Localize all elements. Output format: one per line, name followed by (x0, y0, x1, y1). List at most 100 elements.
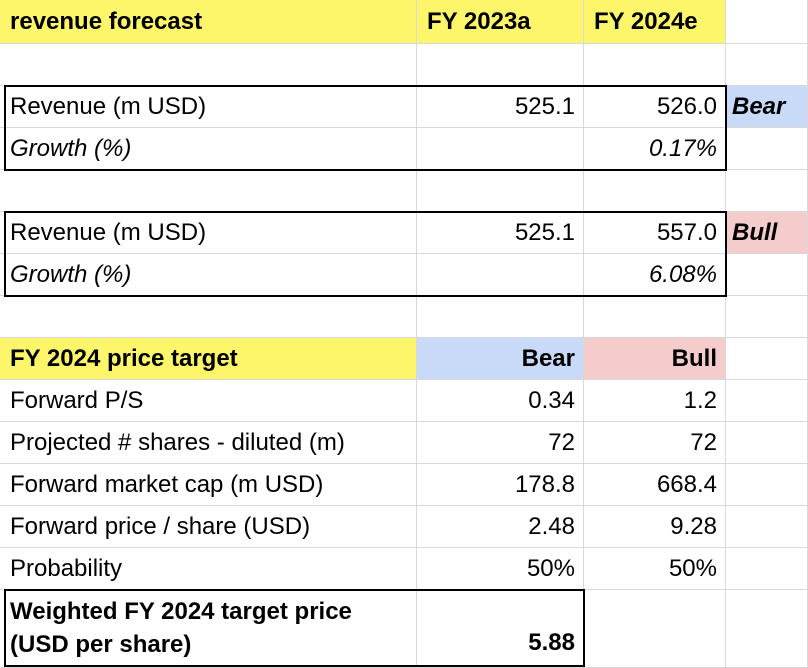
metric-label-cell[interactable]: Forward market cap (m USD) (0, 464, 417, 506)
bull-growth-row: Growth (%) 6.08% (0, 254, 808, 296)
empty-cell[interactable] (417, 296, 584, 338)
price-target-title: FY 2024 price target (10, 344, 238, 372)
empty-cell[interactable] (726, 590, 808, 668)
bear-revenue-2023: 525.1 (514, 92, 575, 120)
bear-revenue-row: Revenue (m USD) 525.1 526.0 Bear (0, 86, 808, 128)
bull-revenue-2024-cell[interactable]: 557.0 (584, 212, 726, 254)
header-fy2023-cell[interactable]: FY 2023a (417, 0, 584, 44)
bull-revenue-label: Revenue (m USD) (10, 218, 207, 246)
bear-revenue-label: Revenue (m USD) (10, 92, 207, 120)
bear-scenario-cell[interactable]: Bear (726, 86, 808, 128)
empty-cell[interactable] (417, 44, 584, 86)
bear-growth-2024: 0.17% (648, 134, 717, 162)
bear-scenario-label: Bear (732, 92, 786, 120)
bear-growth-2024-cell[interactable]: 0.17% (584, 128, 726, 170)
header-row: revenue forecast FY 2023a FY 2024e (0, 0, 808, 44)
bear-growth-row: Growth (%) 0.17% (0, 128, 808, 170)
empty-cell[interactable] (726, 296, 808, 338)
empty-cell[interactable] (726, 170, 808, 212)
price-target-bear-header: Bear (521, 344, 575, 372)
bull-revenue-2023: 525.1 (514, 218, 575, 246)
empty-cell[interactable] (726, 548, 808, 590)
bear-revenue-2024: 526.0 (656, 92, 717, 120)
bull-revenue-label-cell[interactable]: Revenue (m USD) (0, 212, 417, 254)
metric-label: Projected # shares - diluted (m) (10, 428, 345, 456)
bull-growth-label: Growth (%) (10, 260, 132, 288)
metric-bear-cell[interactable]: 178.8 (417, 464, 584, 506)
empty-row (0, 44, 808, 86)
metric-bear-value: 2.48 (528, 512, 575, 540)
empty-cell[interactable] (726, 506, 808, 548)
empty-cell[interactable] (726, 422, 808, 464)
metric-label: Forward market cap (m USD) (10, 470, 324, 498)
empty-cell[interactable] (726, 254, 808, 296)
metric-bear-cell[interactable]: 2.48 (417, 506, 584, 548)
empty-cell[interactable] (0, 170, 417, 212)
metric-bull-cell[interactable]: 72 (584, 422, 726, 464)
metric-bull-value: 9.28 (670, 512, 717, 540)
empty-cell[interactable] (726, 0, 808, 44)
metric-label-cell[interactable]: Forward P/S (0, 380, 417, 422)
weighted-target-value: 5.88 (528, 629, 575, 656)
empty-cell[interactable] (726, 464, 808, 506)
empty-cell[interactable] (726, 44, 808, 86)
empty-cell[interactable] (584, 170, 726, 212)
metric-label-cell[interactable]: Forward price / share (USD) (0, 506, 417, 548)
metric-bull-value: 668.4 (656, 470, 717, 498)
metric-bull-cell[interactable]: 9.28 (584, 506, 726, 548)
metric-bull-value: 50% (668, 554, 717, 582)
table-row: Forward market cap (m USD) 178.8 668.4 (0, 464, 808, 506)
price-target-title-cell[interactable]: FY 2024 price target (0, 338, 417, 380)
bull-scenario-cell[interactable]: Bull (726, 212, 808, 254)
empty-cell[interactable] (584, 590, 726, 668)
header-title: revenue forecast (10, 7, 203, 35)
empty-cell[interactable] (417, 128, 584, 170)
weighted-target-value-cell[interactable]: 5.88 (417, 590, 584, 668)
metric-bear-cell[interactable]: 0.34 (417, 380, 584, 422)
bear-growth-label: Growth (%) (10, 134, 132, 162)
metric-bear-value: 178.8 (514, 470, 575, 498)
empty-cell[interactable] (584, 296, 726, 338)
weighted-target-label-line1: Weighted FY 2024 target price (10, 598, 352, 626)
empty-cell[interactable] (726, 338, 808, 380)
bear-revenue-label-cell[interactable]: Revenue (m USD) (0, 86, 417, 128)
table-row: Forward P/S 0.34 1.2 (0, 380, 808, 422)
empty-cell[interactable] (0, 296, 417, 338)
metric-bull-cell[interactable]: 668.4 (584, 464, 726, 506)
metric-bull-cell[interactable]: 50% (584, 548, 726, 590)
bear-growth-label-cell[interactable]: Growth (%) (0, 128, 417, 170)
table-row: Forward price / share (USD) 2.48 9.28 (0, 506, 808, 548)
header-fy2024: FY 2024e (594, 7, 698, 35)
bull-growth-label-cell[interactable]: Growth (%) (0, 254, 417, 296)
header-fy2023: FY 2023a (427, 7, 531, 35)
price-target-header-row: FY 2024 price target Bear Bull (0, 338, 808, 380)
metric-label-cell[interactable]: Probability (0, 548, 417, 590)
metric-bear-cell[interactable]: 72 (417, 422, 584, 464)
price-target-bull-header-cell[interactable]: Bull (584, 338, 726, 380)
bull-growth-2024-cell[interactable]: 6.08% (584, 254, 726, 296)
empty-cell[interactable] (417, 254, 584, 296)
metric-bull-cell[interactable]: 1.2 (584, 380, 726, 422)
metric-bear-cell[interactable]: 50% (417, 548, 584, 590)
empty-cell[interactable] (0, 44, 417, 86)
weighted-target-label-line2: (USD per share) (10, 630, 192, 658)
price-target-bear-header-cell[interactable]: Bear (417, 338, 584, 380)
weighted-target-label-cell[interactable]: Weighted FY 2024 target price (USD per s… (0, 590, 417, 668)
bear-revenue-2024-cell[interactable]: 526.0 (584, 86, 726, 128)
metric-label-cell[interactable]: Projected # shares - diluted (m) (0, 422, 417, 464)
bull-revenue-2024: 557.0 (656, 218, 717, 246)
weighted-target-row: Weighted FY 2024 target price (USD per s… (0, 590, 808, 668)
empty-cell[interactable] (726, 380, 808, 422)
bull-revenue-2023-cell[interactable]: 525.1 (417, 212, 584, 254)
bear-revenue-2023-cell[interactable]: 525.1 (417, 86, 584, 128)
metric-label: Probability (10, 554, 123, 582)
empty-cell[interactable] (584, 44, 726, 86)
metric-bear-value: 72 (548, 428, 575, 456)
header-title-cell[interactable]: revenue forecast (0, 0, 417, 44)
empty-row (0, 296, 808, 338)
metric-bear-value: 0.34 (528, 386, 575, 414)
empty-cell[interactable] (726, 128, 808, 170)
empty-cell[interactable] (417, 170, 584, 212)
header-fy2024-cell[interactable]: FY 2024e (584, 0, 726, 44)
